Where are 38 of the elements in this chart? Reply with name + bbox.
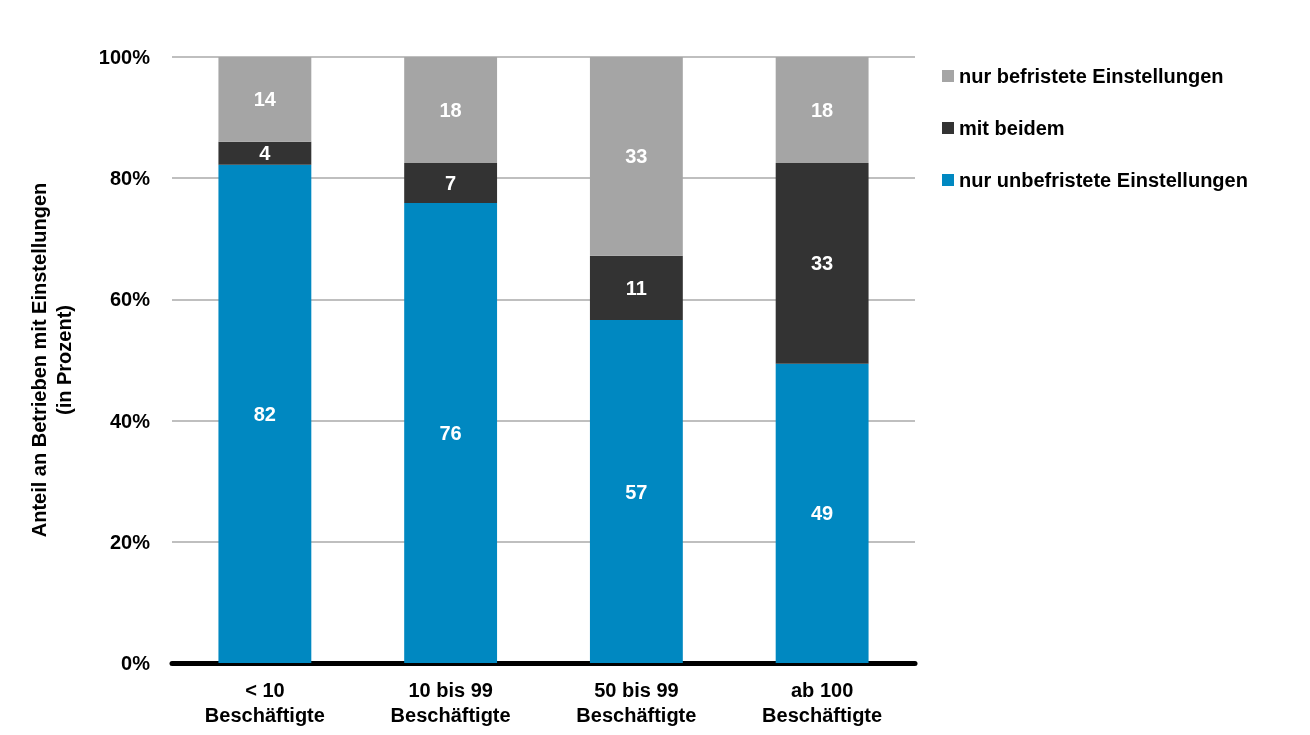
- data-label: 11: [625, 276, 647, 299]
- bar: [589, 255, 683, 320]
- data-label: 18: [439, 99, 462, 122]
- bar: [218, 141, 312, 165]
- legend-label: mit beidem: [959, 117, 1065, 139]
- x-tick-label: 10 bis 99 Beschäftigte: [390, 678, 511, 726]
- data-label: 57: [625, 480, 648, 503]
- bar: [404, 163, 498, 204]
- y-tick-label: 40%: [109, 409, 151, 432]
- data-label: 82: [253, 402, 276, 425]
- bar: [218, 164, 312, 663]
- data-label: 4: [259, 142, 272, 165]
- y-tick-label: 80%: [109, 167, 151, 190]
- data-label: 18: [811, 99, 834, 122]
- x-tick-label: ab 100 Beschäftigte: [762, 678, 883, 726]
- bar: [775, 363, 869, 663]
- x-tick-label: 50 bis 99 Beschäftigte: [576, 678, 697, 726]
- x-tick-label: < 10 Beschäftigte: [204, 678, 325, 726]
- y-axis-title: Anteil an Betrieben mit Einstellungen (in Prozent): [27, 182, 75, 538]
- legend-label: nur befristete Einstellungen: [959, 65, 1224, 87]
- bar: [404, 203, 498, 663]
- bar: [775, 163, 869, 364]
- bar: [218, 57, 312, 142]
- y-tick-label: 20%: [109, 530, 151, 553]
- data-label: 49: [811, 502, 834, 525]
- y-tick-label: 0%: [121, 652, 151, 674]
- bar: [775, 57, 869, 164]
- data-label: 76: [439, 422, 462, 445]
- y-tick-label: 100%: [98, 46, 151, 68]
- data-label: 7: [445, 172, 457, 195]
- data-label: 14: [253, 88, 277, 111]
- data-label: 33: [625, 145, 648, 168]
- bar: [589, 320, 683, 663]
- y-tick-label: 60%: [109, 288, 151, 311]
- data-label: 33: [811, 252, 834, 275]
- bar: [589, 57, 683, 256]
- legend-label: nur unbefristete Einstellungen: [959, 169, 1248, 191]
- bar: [404, 57, 498, 164]
